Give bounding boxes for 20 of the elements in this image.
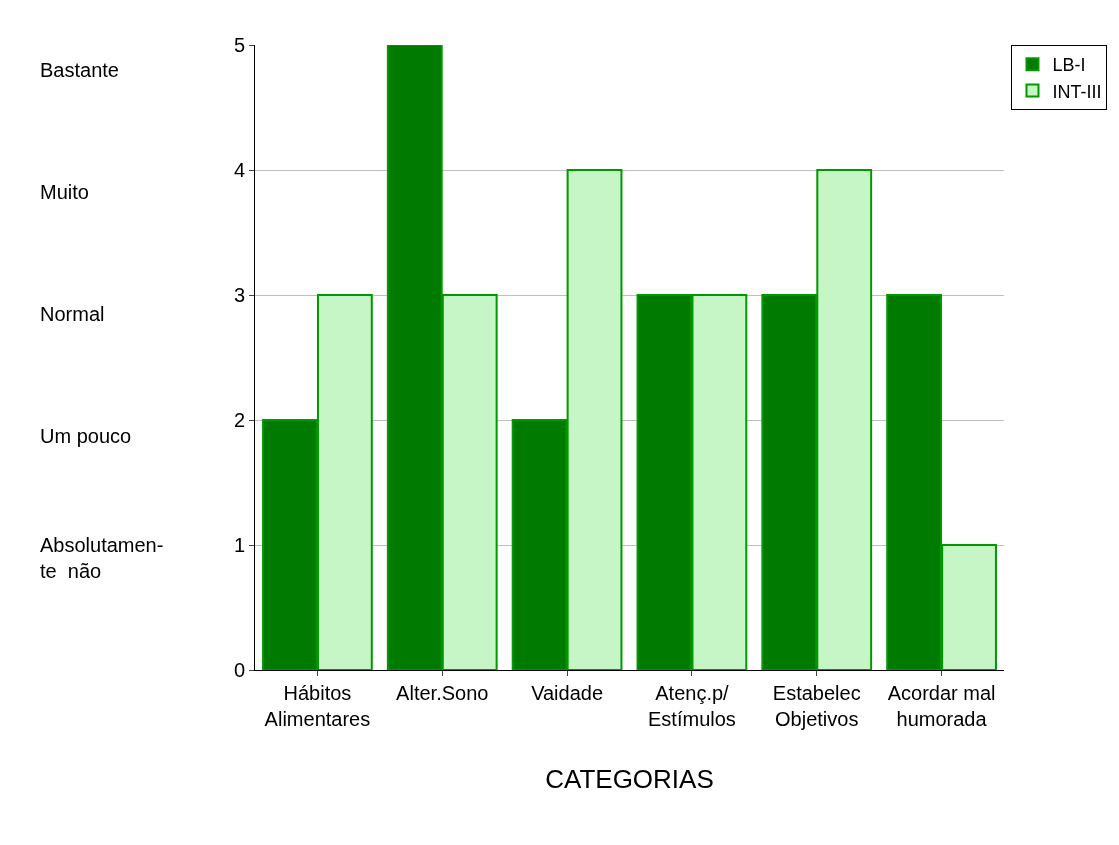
y-tick-label: 3	[233, 284, 245, 306]
x-axis-title: CATEGORIAS	[545, 763, 714, 794]
legend-label: LB-I	[1052, 55, 1086, 76]
legend-label: INT-III	[1052, 81, 1102, 102]
text: Bastante	[40, 59, 119, 81]
y-tick-label: 0	[233, 659, 245, 681]
text: Muito	[40, 181, 89, 203]
text: Um pouco	[40, 425, 132, 447]
text: Normal	[40, 303, 105, 325]
x-tick-label: Acordar mal humorada	[887, 682, 996, 730]
y-tick-label: 1	[233, 534, 245, 556]
y-tick-label: 4	[233, 159, 245, 181]
x-tick-label: Estabelec Objetivos	[772, 682, 861, 730]
y-tick-label: 5	[233, 34, 245, 56]
x-tick-label: Alter.Sono	[396, 682, 489, 704]
x-tick-label: Vaidade	[531, 682, 604, 704]
x-tick-label: Hábitos Alimentares	[264, 682, 371, 730]
x-tick-label: Atenç.p/ Estímulos	[648, 682, 736, 730]
text: Absolutamen- te não	[40, 534, 164, 582]
y-tick-label: 2	[233, 409, 245, 431]
